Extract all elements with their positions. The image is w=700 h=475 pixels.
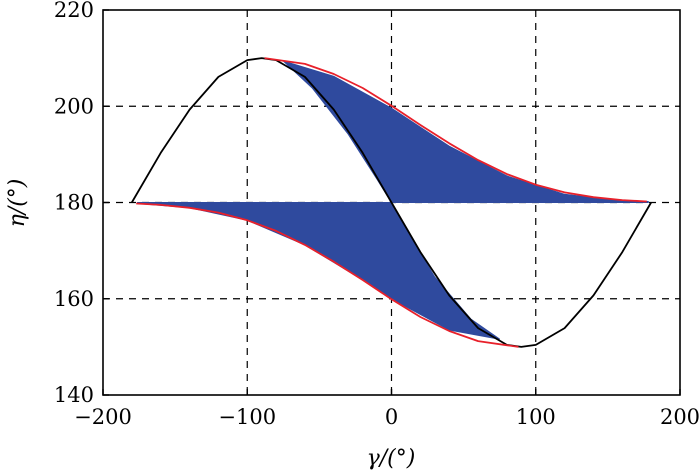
y-tick-label-2: 180 [54, 191, 94, 215]
x-tick-label-3: 100 [516, 405, 556, 429]
line-series-2 [136, 202, 519, 348]
x-tick-label-0: −200 [74, 405, 132, 429]
y-tick-label-4: 220 [54, 0, 94, 22]
x-tick-label-2: 0 [385, 405, 398, 429]
x-tick-label-4: 200 [660, 405, 700, 429]
x-tick-label-1: −100 [218, 405, 276, 429]
x-axis-label: γ/(°) [367, 446, 416, 471]
y-tick-label-3: 200 [54, 94, 94, 118]
data-series [131, 57, 652, 348]
line-series-0 [131, 57, 652, 348]
area-series-4 [137, 202, 500, 340]
tick-labels: −200 −100 0 100 200 140 160 180 200 220 [54, 0, 700, 429]
y-tick-label-1: 160 [54, 287, 94, 311]
y-tick-label-0: 140 [54, 383, 94, 407]
area-series-3 [282, 60, 649, 203]
y-axis-label: η/(°) [5, 179, 30, 228]
line-series-1 [264, 57, 647, 203]
